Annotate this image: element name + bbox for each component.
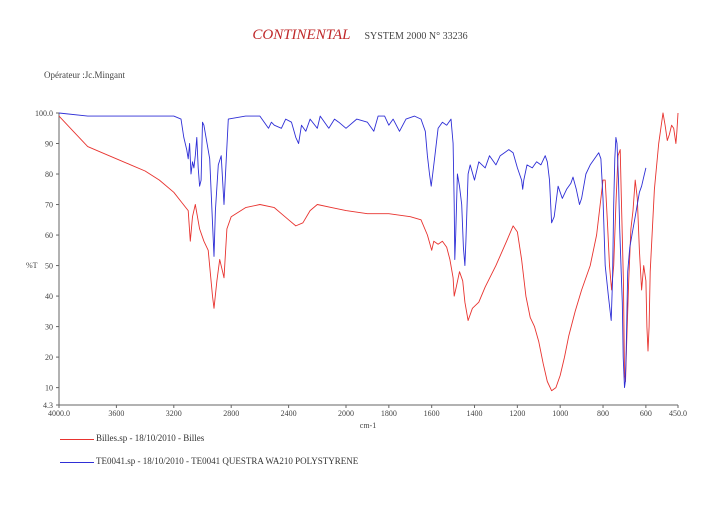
y-tick-label: 4.3 [43,401,53,410]
chart-title-system: SYSTEM 2000 N° 33236 [364,31,468,42]
x-tick-label: 3600 [108,409,124,418]
chart-title-brand: CONTINENTAL [252,27,351,43]
series-line-billes [58,112,679,392]
y-tick-label: 70 [45,201,53,210]
x-tick-label: 1800 [381,409,397,418]
series-line-te0041 [58,112,647,389]
y-tick-label: 20 [45,353,53,362]
x-tick-label: 1600 [424,409,440,418]
x-tick-label: 2000 [338,409,354,418]
x-axis-title: cm-1 [360,421,376,430]
x-tick-label: 600 [640,409,652,418]
x-tick-label: 450.0 [669,409,687,418]
y-tick-label: 80 [45,170,53,179]
x-tick-label: 2400 [281,409,297,418]
y-tick-label: 90 [45,140,53,149]
x-tick-label: 800 [597,409,609,418]
x-tick-label: 1000 [552,409,568,418]
x-tick-label: 4000.0 [48,409,70,418]
ir-spectrum-chart: 4000.0 3600 3200 2800 2400 2000 1800 1600 1400 12… [26,109,687,430]
y-tick-label: 40 [45,292,53,301]
legend-swatch-billes [60,439,94,440]
y-tick-label: 30 [45,323,53,332]
y-tick-label: 50 [45,262,53,271]
y-tick-label: 60 [45,231,53,240]
legend-swatch-te0041 [60,462,94,463]
x-tick-label: 3200 [166,409,182,418]
y-tick-label: 10 [45,384,53,393]
x-tick-label: 1400 [467,409,483,418]
x-tick-label: 2800 [223,409,239,418]
y-axis-title: %T [26,261,38,270]
chart-header: CONTINENTAL SYSTEM 2000 N° 33236 [0,26,720,44]
legend-label-te0041: TE0041.sp - 18/10/2010 - TE0041 QUESTRA … [96,456,359,466]
x-tick-label: 1200 [509,409,525,418]
legend-label-billes: Billes.sp - 18/10/2010 - Billes [96,433,205,443]
y-tick-label: 100.0 [35,109,53,118]
operator-label: Opérateur :Jc.Mingant [44,70,125,80]
